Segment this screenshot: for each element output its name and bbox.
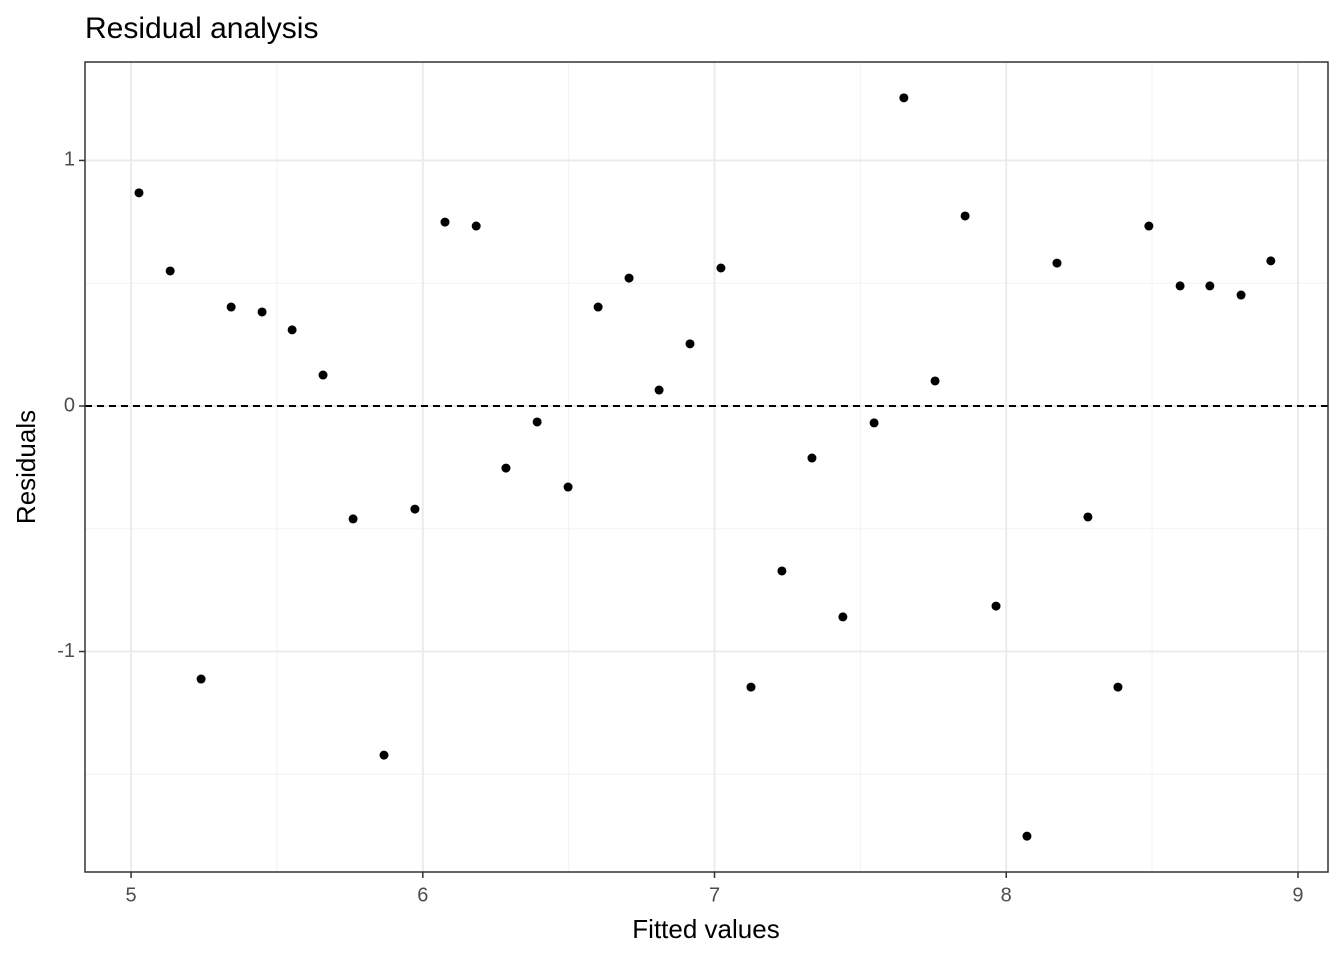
y-tick-label: 0 [64, 394, 75, 416]
point [1052, 258, 1062, 268]
point [257, 307, 267, 317]
point [746, 682, 756, 692]
point [685, 339, 695, 349]
point [930, 376, 940, 386]
point [991, 601, 1001, 611]
point [1144, 221, 1154, 231]
y-axis-label: Residuals [11, 410, 41, 524]
point [440, 217, 450, 227]
point [1266, 256, 1276, 266]
point [196, 674, 206, 684]
y-tick-label: -1 [57, 640, 75, 662]
point [471, 221, 481, 231]
y-tick-label: 1 [64, 149, 75, 171]
chart-title: Residual analysis [85, 12, 318, 45]
point [1236, 290, 1246, 300]
point [777, 566, 787, 576]
point [1175, 281, 1185, 291]
point [869, 418, 879, 428]
point [165, 266, 175, 276]
panel-border [84, 61, 1329, 873]
point [410, 504, 420, 514]
x-axis-label: Fitted values [632, 914, 779, 944]
point [532, 417, 542, 427]
point [287, 325, 297, 335]
point [1113, 682, 1123, 692]
point [624, 273, 634, 283]
point [563, 482, 573, 492]
point [654, 385, 664, 395]
point [899, 93, 909, 103]
x-tick-label: 7 [709, 884, 720, 906]
point [1205, 281, 1215, 291]
x-tick-label: 8 [1001, 884, 1012, 906]
point [1022, 831, 1032, 841]
x-tick-label: 9 [1292, 884, 1303, 906]
point [226, 302, 236, 312]
point [1083, 512, 1093, 522]
point [501, 463, 511, 473]
point [716, 263, 726, 273]
point [838, 612, 848, 622]
point [960, 211, 970, 221]
x-tick-label: 5 [126, 884, 137, 906]
point [807, 453, 817, 463]
point [318, 370, 328, 380]
x-tick-label: 6 [417, 884, 428, 906]
point [593, 302, 603, 312]
point [379, 750, 389, 760]
point [134, 188, 144, 198]
point [348, 514, 358, 524]
